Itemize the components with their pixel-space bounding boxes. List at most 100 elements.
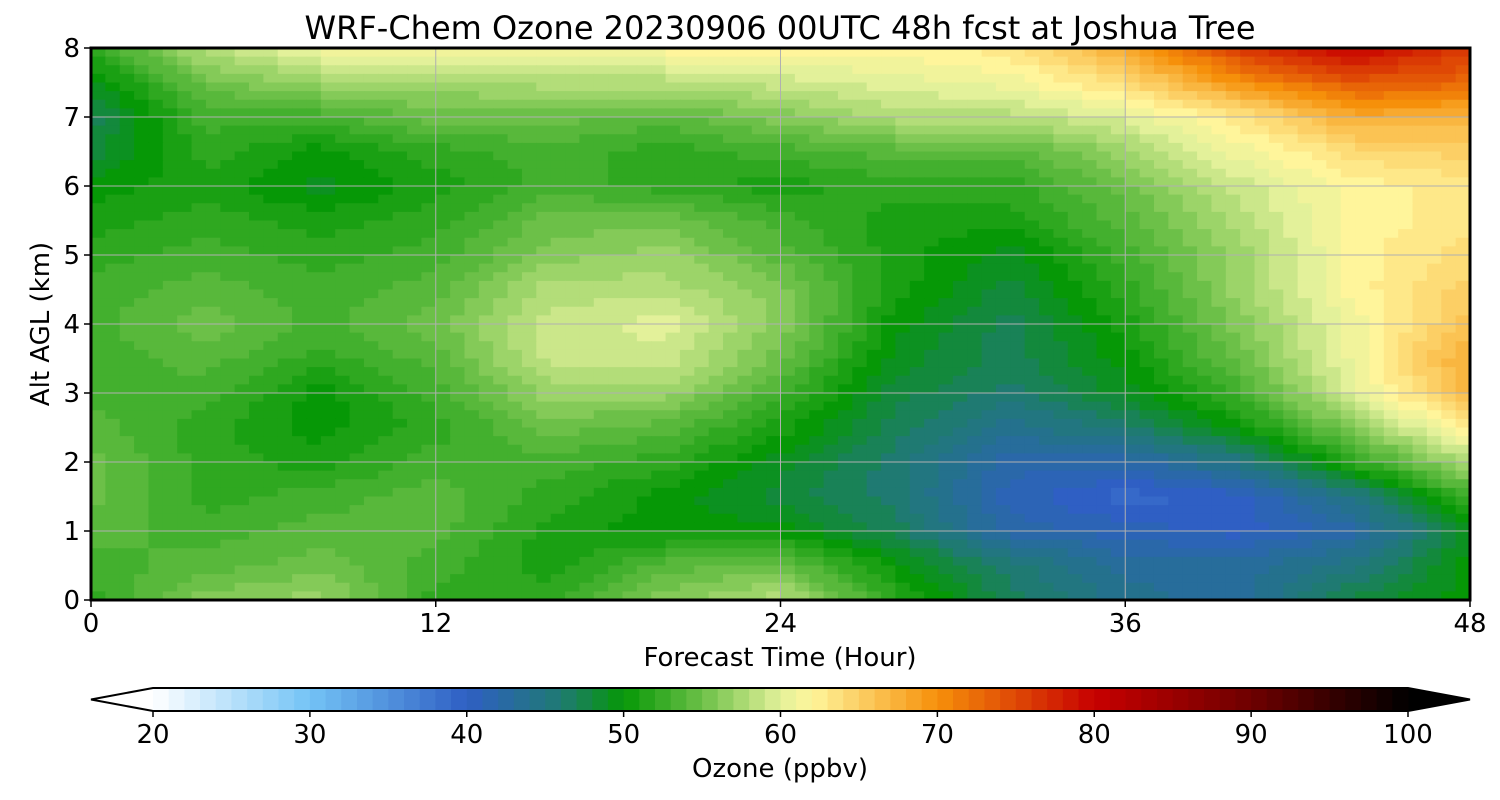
ozone-cell [507,487,523,498]
ozone-cell [1067,298,1083,308]
ozone-cell [679,393,695,403]
ozone-cell [421,332,437,342]
ozone-cell [162,65,178,75]
ozone-cell [1441,220,1457,230]
ozone-cell [1110,384,1126,394]
ozone-cell [794,125,810,135]
ozone-cell [1010,453,1026,463]
ozone-cell [493,280,509,291]
ozone-cell [1426,108,1442,118]
ozone-cell [608,367,624,377]
ozone-cell [766,246,782,256]
ozone-cell [407,315,422,325]
ozone-cell [378,470,394,480]
ozone-cell [550,48,566,58]
ozone-cell [1096,117,1112,127]
ozone-cell [995,99,1011,109]
ozone-cell [622,289,638,299]
ozone-cell [521,453,537,463]
ozone-cell [1455,358,1470,368]
ozone-cell [622,99,638,109]
ozone-cell [1369,56,1385,66]
ozone-cell [1283,453,1299,463]
ozone-cell [1355,358,1371,368]
ozone-cell [1153,82,1169,92]
ozone-cell [694,246,710,256]
ozone-cell [723,349,738,360]
ozone-cell [1125,73,1141,84]
ozone-cell [1024,332,1040,342]
ozone-cell [1039,427,1055,437]
ozone-cell [608,91,624,101]
ozone-cell [938,384,954,394]
ozone-cell [464,168,480,178]
ozone-cell [837,246,853,256]
ozone-cell [349,470,365,480]
ozone-cell [1053,246,1069,256]
ozone-cell [1096,73,1112,84]
ozone-cell [881,410,897,420]
ozone-cell [306,298,322,308]
ozone-cell [435,315,451,325]
ozone-cell [162,229,178,239]
ozone-cell [220,125,236,135]
ozone-cell [450,48,466,58]
ozone-cell [1455,436,1470,446]
ozone-cell [1240,125,1256,135]
ozone-cell [392,341,408,351]
ozone-cell [751,73,767,84]
ozone-cell [938,487,954,498]
ozone-cell [450,151,466,161]
ozone-cell [967,117,983,127]
ozone-cell [1096,108,1112,118]
ozone-cell [363,99,379,109]
ozone-cell [1412,211,1428,222]
ozone-cell [493,203,509,213]
ozone-cell [823,289,839,299]
ozone-cell [1398,384,1414,394]
ozone-cell [320,436,336,446]
ozone-cell [521,255,537,265]
ozone-cell [622,306,638,316]
ozone-cell [1326,393,1342,403]
ozone-cell [1355,436,1371,446]
ozone-cell [651,65,667,75]
ozone-cell [1326,48,1342,58]
ozone-cell [507,341,523,351]
ozone-cell [478,82,494,92]
ozone-cell [1082,393,1098,403]
ozone-cell [493,263,509,273]
ozone-cell [1039,341,1055,351]
ozone-cell [1110,229,1126,239]
ozone-cell [579,246,595,256]
ozone-cell [636,479,652,489]
ozone-cell [1340,82,1356,92]
ozone-cell [952,306,968,316]
ozone-cell [881,177,897,187]
ozone-cell [1096,384,1112,394]
ozone-cell [1326,384,1342,394]
ozone-cell [780,168,796,178]
ozone-cell [1369,203,1385,213]
ozone-cell [1039,151,1055,161]
ozone-cell [1197,82,1213,92]
ozone-cell [263,332,279,342]
ozone-cell [579,91,595,101]
ozone-cell [435,48,451,58]
ozone-cell [91,324,106,334]
ozone-cell [1398,186,1414,196]
ozone-cell [349,168,365,178]
ozone-cell [1268,82,1284,92]
ozone-cell [1268,418,1284,429]
ozone-cell [105,332,121,342]
ozone-cell [1254,479,1270,489]
ozone-cell [1455,177,1470,187]
ozone-cell [91,229,106,239]
ozone-cell [679,73,695,84]
ozone-cell [995,487,1011,498]
ozone-cell [205,134,221,144]
ozone-cell [1297,263,1313,273]
ozone-cell [938,375,954,385]
ozone-cell [780,255,796,265]
ozone-cell [1254,65,1270,75]
